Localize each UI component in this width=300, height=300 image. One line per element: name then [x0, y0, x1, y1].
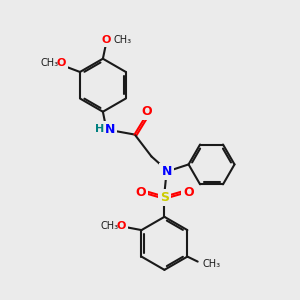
Text: O: O — [135, 186, 146, 199]
Text: N: N — [104, 124, 115, 136]
Text: CH₃: CH₃ — [40, 58, 58, 68]
Text: CH₃: CH₃ — [113, 34, 131, 45]
Text: S: S — [160, 191, 169, 204]
Text: O: O — [117, 221, 126, 231]
Text: O: O — [56, 58, 65, 68]
Text: CH₃: CH₃ — [100, 221, 118, 231]
Text: O: O — [183, 186, 194, 199]
Text: CH₃: CH₃ — [203, 259, 221, 269]
Text: O: O — [142, 105, 152, 118]
Text: H: H — [95, 124, 105, 134]
Text: O: O — [101, 34, 110, 45]
Text: N: N — [162, 165, 172, 178]
